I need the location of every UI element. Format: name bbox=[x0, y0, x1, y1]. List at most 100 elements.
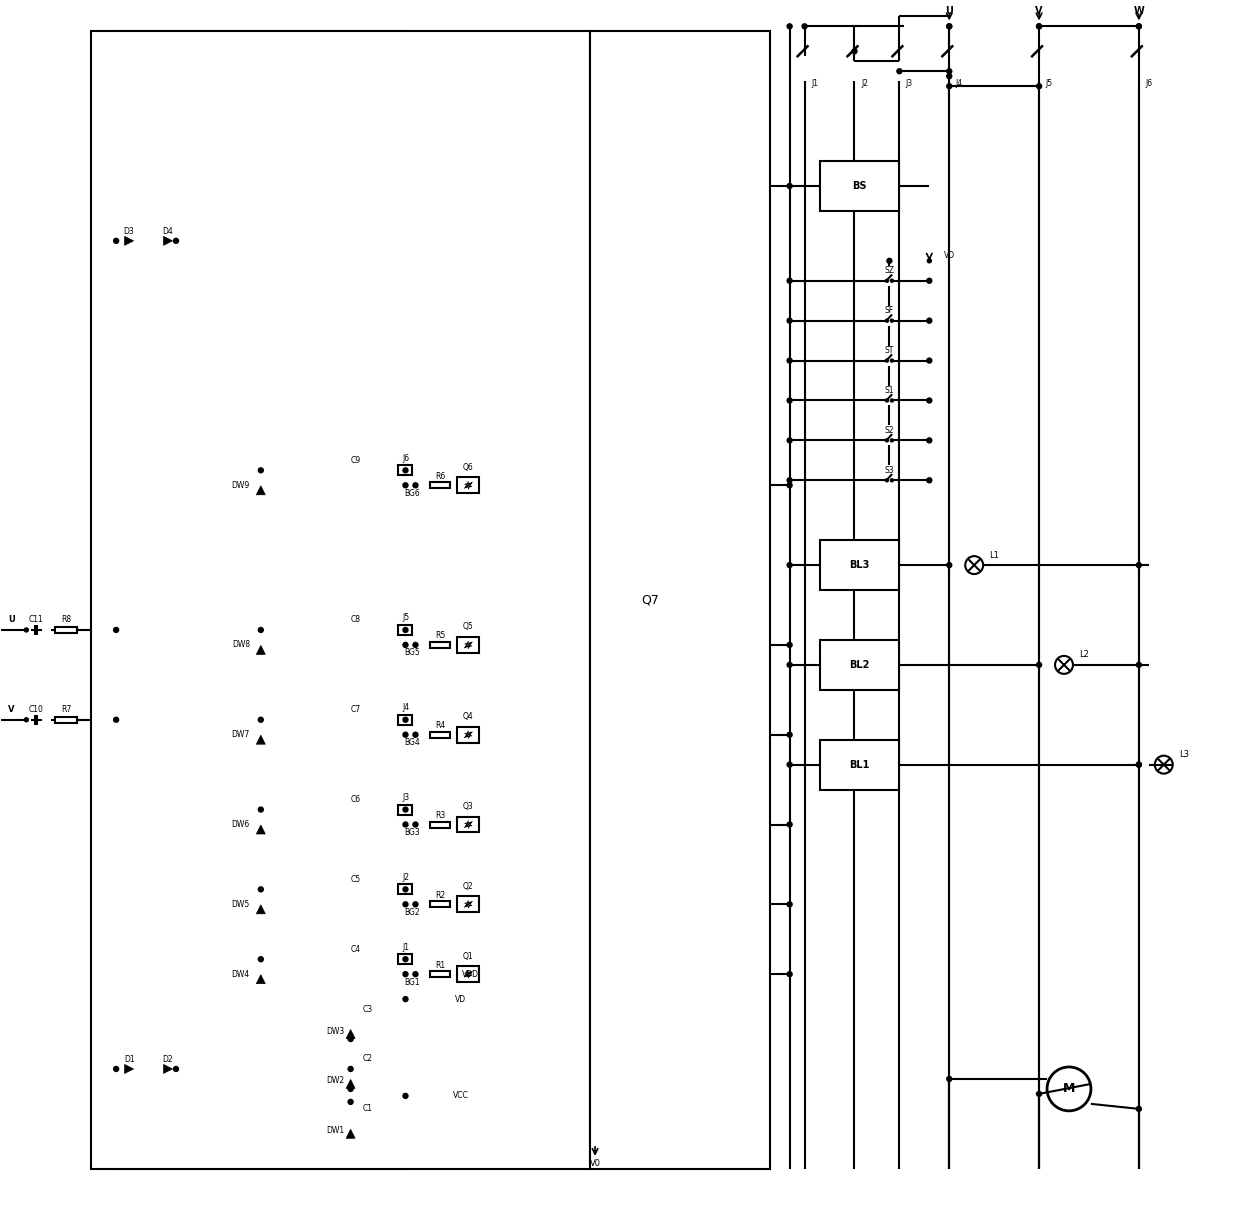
Circle shape bbox=[25, 717, 29, 722]
Text: J1: J1 bbox=[402, 943, 409, 952]
Circle shape bbox=[1037, 1092, 1042, 1097]
Text: J1: J1 bbox=[811, 79, 818, 88]
Circle shape bbox=[926, 398, 931, 403]
Bar bbox=[458, 477, 480, 493]
Circle shape bbox=[258, 887, 263, 892]
Circle shape bbox=[897, 68, 901, 73]
Polygon shape bbox=[257, 905, 265, 914]
Circle shape bbox=[403, 902, 408, 906]
Circle shape bbox=[413, 643, 418, 648]
Circle shape bbox=[114, 627, 119, 632]
Polygon shape bbox=[124, 237, 134, 245]
Circle shape bbox=[114, 238, 119, 243]
Text: C8: C8 bbox=[351, 615, 361, 625]
Text: R3: R3 bbox=[435, 811, 445, 820]
Text: DW2: DW2 bbox=[326, 1076, 345, 1086]
Bar bbox=[430, 971, 450, 977]
Circle shape bbox=[1136, 1107, 1141, 1111]
Text: R6: R6 bbox=[435, 472, 445, 481]
Bar bbox=[820, 161, 899, 211]
Circle shape bbox=[403, 956, 408, 961]
Bar bbox=[590, 32, 770, 1169]
Text: C7: C7 bbox=[351, 705, 361, 714]
Text: J5: J5 bbox=[1045, 79, 1053, 88]
Circle shape bbox=[947, 1076, 952, 1081]
Circle shape bbox=[114, 717, 119, 722]
Polygon shape bbox=[257, 975, 265, 983]
Text: DW4: DW4 bbox=[232, 970, 250, 978]
Circle shape bbox=[787, 483, 792, 488]
Text: BG5: BG5 bbox=[404, 648, 420, 658]
Circle shape bbox=[928, 259, 931, 262]
Circle shape bbox=[885, 320, 888, 322]
Text: C10: C10 bbox=[29, 705, 43, 714]
Circle shape bbox=[258, 717, 263, 722]
Text: D1: D1 bbox=[124, 1055, 134, 1065]
Circle shape bbox=[947, 24, 952, 29]
Circle shape bbox=[403, 1093, 408, 1098]
Circle shape bbox=[403, 483, 408, 488]
Text: R4: R4 bbox=[435, 721, 445, 731]
Text: BL2: BL2 bbox=[849, 660, 869, 670]
Circle shape bbox=[1037, 662, 1042, 667]
Circle shape bbox=[787, 562, 792, 567]
Circle shape bbox=[926, 278, 931, 283]
Circle shape bbox=[947, 562, 952, 567]
Circle shape bbox=[885, 439, 888, 442]
Polygon shape bbox=[124, 1065, 134, 1074]
Text: W: W bbox=[1133, 6, 1145, 16]
Text: BG1: BG1 bbox=[404, 977, 420, 987]
Text: J6: J6 bbox=[1146, 79, 1152, 88]
Text: S3: S3 bbox=[884, 466, 894, 475]
Bar bbox=[398, 884, 413, 894]
Circle shape bbox=[787, 822, 792, 827]
Bar bbox=[398, 715, 413, 725]
Circle shape bbox=[1136, 24, 1141, 29]
Bar bbox=[820, 640, 899, 689]
Bar bbox=[458, 637, 480, 653]
Circle shape bbox=[787, 278, 792, 283]
Text: VDD: VDD bbox=[461, 970, 479, 978]
Text: VD: VD bbox=[455, 994, 466, 1004]
Text: Q1: Q1 bbox=[463, 952, 474, 960]
Circle shape bbox=[1136, 762, 1141, 767]
Circle shape bbox=[403, 887, 408, 892]
Bar bbox=[92, 32, 590, 1169]
Text: DW1: DW1 bbox=[326, 1126, 345, 1136]
Circle shape bbox=[1037, 84, 1042, 89]
Text: Q7: Q7 bbox=[641, 593, 658, 606]
Text: R8: R8 bbox=[61, 615, 72, 625]
Circle shape bbox=[1037, 24, 1042, 29]
Text: C3: C3 bbox=[362, 1004, 373, 1014]
Text: J5: J5 bbox=[402, 614, 409, 622]
Text: C5: C5 bbox=[351, 875, 361, 883]
Circle shape bbox=[787, 318, 792, 323]
Circle shape bbox=[174, 238, 179, 243]
Text: V: V bbox=[9, 705, 15, 714]
Circle shape bbox=[258, 467, 263, 473]
Circle shape bbox=[1136, 762, 1141, 767]
Text: BL1: BL1 bbox=[849, 760, 869, 770]
Circle shape bbox=[114, 1066, 119, 1071]
Text: BG6: BG6 bbox=[404, 489, 420, 498]
Text: J3: J3 bbox=[402, 793, 409, 802]
Circle shape bbox=[787, 478, 792, 483]
Bar bbox=[430, 642, 450, 648]
Text: J4: J4 bbox=[402, 703, 409, 712]
Circle shape bbox=[926, 438, 931, 443]
Bar bbox=[398, 465, 413, 476]
Text: S1: S1 bbox=[884, 386, 894, 395]
Text: DW5: DW5 bbox=[232, 900, 250, 909]
Circle shape bbox=[174, 1066, 179, 1071]
Circle shape bbox=[885, 279, 888, 282]
Polygon shape bbox=[257, 486, 265, 495]
Circle shape bbox=[926, 478, 931, 483]
Circle shape bbox=[947, 24, 952, 29]
Text: BS: BS bbox=[852, 181, 867, 192]
Text: R5: R5 bbox=[435, 632, 445, 640]
Circle shape bbox=[885, 399, 888, 401]
Circle shape bbox=[890, 320, 893, 322]
Circle shape bbox=[258, 627, 263, 632]
Circle shape bbox=[403, 717, 408, 722]
Text: DW7: DW7 bbox=[232, 731, 250, 739]
